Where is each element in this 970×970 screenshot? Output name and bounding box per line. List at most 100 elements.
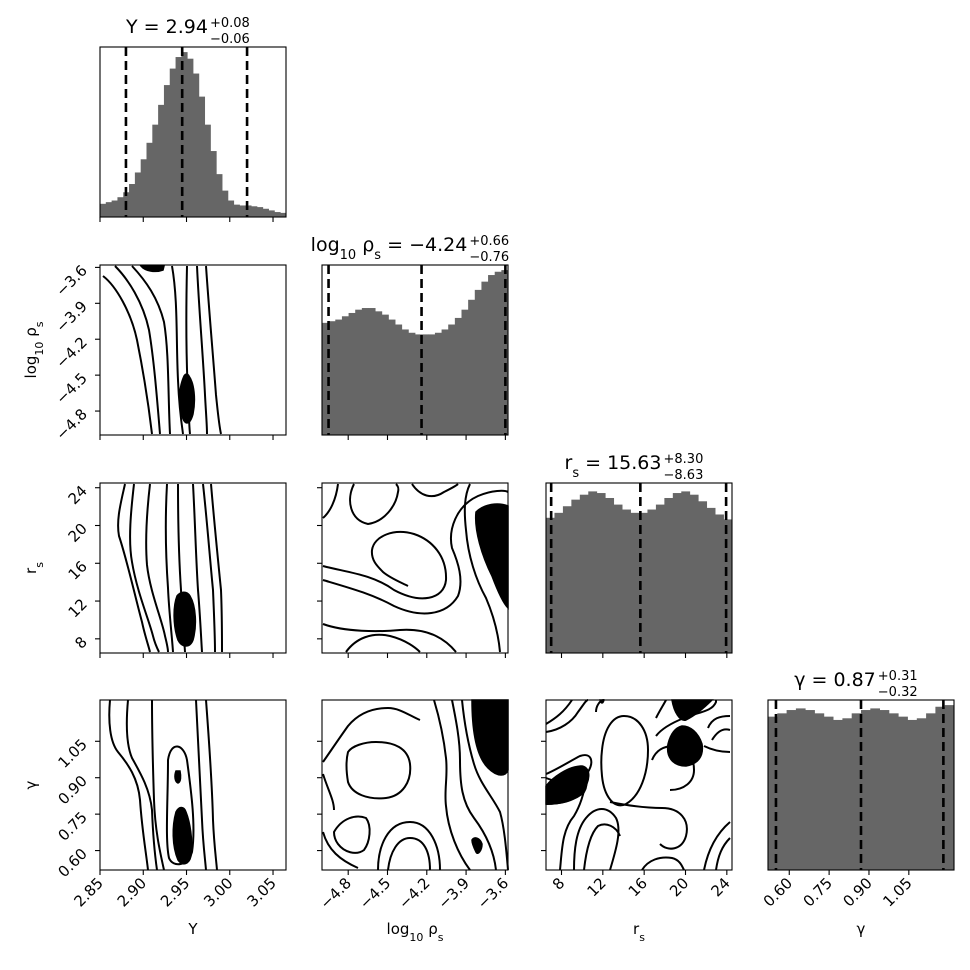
histogram-bar <box>401 329 409 435</box>
histogram-bar <box>488 275 496 435</box>
panel-title-plus: +0.31 <box>878 669 918 684</box>
panel-frame <box>99 699 287 871</box>
contour-line <box>322 831 359 869</box>
x-axis-label-logrho: log10 ρs <box>387 920 444 944</box>
histogram-bar <box>341 316 349 435</box>
panel-title: Y = 2.94 <box>125 16 208 38</box>
contour-line <box>641 856 685 871</box>
histogram-bar <box>388 319 396 435</box>
histogram-bar <box>134 172 142 217</box>
histogram-bar <box>777 713 787 870</box>
histogram-bar <box>833 719 843 870</box>
x-tick-label: 2.85 <box>70 874 106 910</box>
histogram-bar <box>181 52 188 217</box>
contour-line <box>703 745 731 753</box>
contour-line <box>322 483 339 519</box>
histogram-bar <box>198 96 206 217</box>
histogram-bar <box>944 705 955 870</box>
histogram-bar <box>842 718 853 870</box>
histogram-bar <box>613 504 623 653</box>
x-tick-label: 2.90 <box>114 874 150 910</box>
x-axis-label-gamma: γ <box>857 920 866 938</box>
contour-line <box>322 489 509 615</box>
histogram-bar <box>395 324 403 435</box>
contour-line <box>117 483 151 653</box>
y-axis-label-rs: rs <box>22 562 46 574</box>
y-tick-label: 0.90 <box>54 772 90 808</box>
histogram-bar <box>146 142 153 217</box>
x-axis-label-Y: Y <box>187 920 198 938</box>
x-tick-label: 0.60 <box>760 874 796 910</box>
x-tick-label: 16 <box>625 874 651 900</box>
histogram-bar <box>163 85 171 217</box>
histogram-bar <box>605 497 615 653</box>
histogram-bar <box>204 124 211 217</box>
x-tick-label: 0.90 <box>839 874 875 910</box>
histogram-bar <box>268 210 275 217</box>
histogram-bar <box>795 708 806 870</box>
histogram-bar <box>256 207 264 217</box>
histogram-bar <box>664 497 674 653</box>
contour-line <box>202 483 216 653</box>
contour-line <box>205 699 218 871</box>
histogram-bar <box>262 208 269 217</box>
histogram-bar <box>175 57 182 218</box>
contour-line <box>545 699 573 725</box>
y-tick-label: −3.6 <box>52 261 90 299</box>
contour-line <box>108 699 149 871</box>
histogram-bar <box>851 713 862 870</box>
contour-rs-gamma <box>545 699 731 871</box>
panel-frame <box>99 482 287 654</box>
histogram-bar <box>152 124 159 217</box>
contour-line <box>559 779 587 871</box>
x-tick-label: −3.6 <box>474 874 512 912</box>
histogram-bar <box>280 212 287 217</box>
histogram-bar <box>368 308 376 435</box>
x-tick-label: 20 <box>666 874 692 900</box>
contour-blob <box>172 806 193 865</box>
histogram-bar <box>415 334 423 435</box>
histogram-bar <box>408 332 416 435</box>
histogram-bar <box>461 309 469 435</box>
x-axis-label-rs: rs <box>633 920 645 944</box>
x-tick-label: 1.05 <box>879 874 915 910</box>
histogram-bar <box>554 512 564 653</box>
histogram-bar <box>689 494 699 653</box>
histogram-panel-logrho: log10 ρs = −4.24 +0.66−0.76 <box>311 234 509 440</box>
contour-line <box>195 699 207 871</box>
histogram-bar <box>421 334 429 435</box>
histogram-bar <box>140 159 147 217</box>
contour-line <box>433 699 471 871</box>
contour-line <box>600 715 649 807</box>
contour-blob <box>545 765 590 805</box>
contour-line <box>322 623 457 653</box>
contours-layer <box>102 265 731 871</box>
x-tick-label: −4.5 <box>356 874 394 912</box>
contour-line <box>545 699 589 733</box>
histogram-bar <box>361 308 369 435</box>
contour-line <box>377 821 441 871</box>
contour-blob <box>671 699 714 721</box>
histogram-bar <box>105 202 113 217</box>
x-tick-label: 2.95 <box>157 874 193 910</box>
y-tick-label: −4.8 <box>52 405 90 443</box>
panel-title-minus: −0.32 <box>878 685 918 700</box>
histogram-bar <box>454 317 462 435</box>
contour-line <box>573 808 620 871</box>
histogram-bar <box>898 716 908 870</box>
contour-line <box>125 699 158 871</box>
panel-frame <box>767 699 955 871</box>
histogram-bar <box>926 713 936 870</box>
contour-line <box>711 728 731 741</box>
contour-line <box>707 715 731 729</box>
contour-line <box>461 699 509 871</box>
histogram-bar <box>571 499 581 653</box>
contour-line <box>145 483 169 653</box>
histogram-bar <box>805 710 815 870</box>
histogram-bar <box>274 212 281 217</box>
y-tick-label: −4.5 <box>52 369 90 407</box>
panel-title-plus: +8.30 <box>664 452 704 467</box>
contour-line <box>411 483 459 498</box>
histogram-bar <box>169 68 176 217</box>
